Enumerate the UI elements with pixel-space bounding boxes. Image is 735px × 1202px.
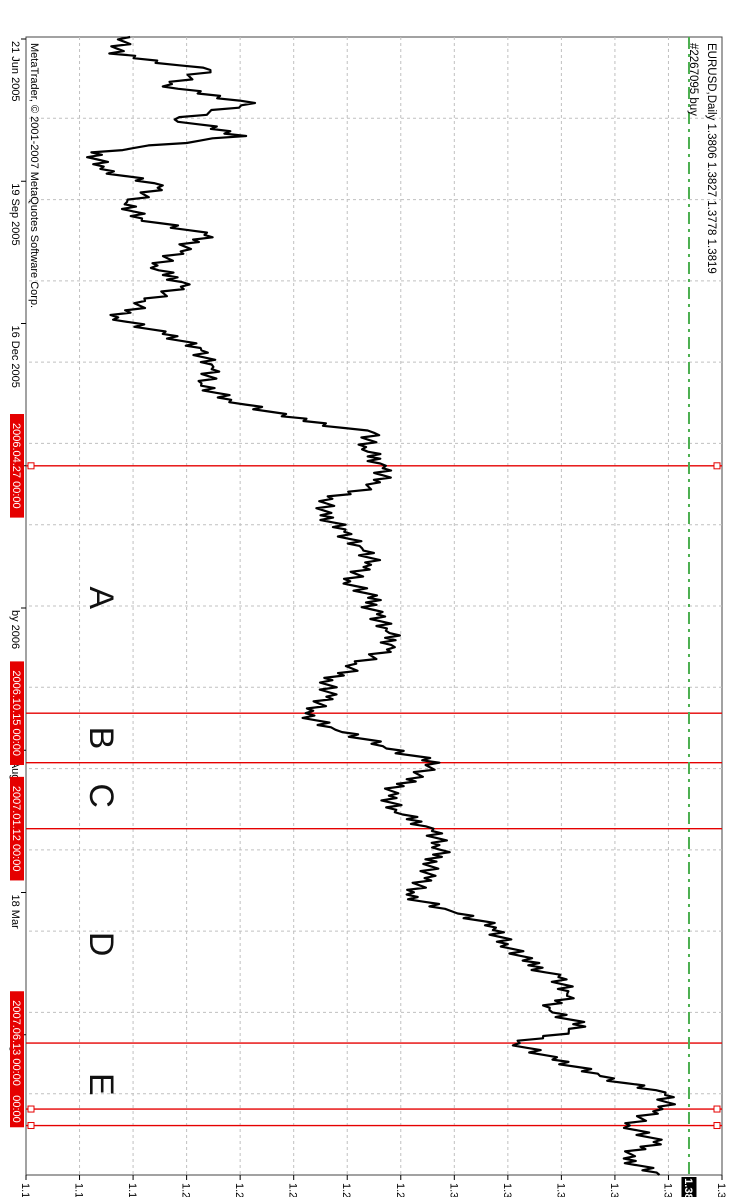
price-tick-label: 1.3210: [501, 1183, 513, 1197]
marker-label: 2007.06.13 00:00: [10, 1000, 22, 1086]
order-label: #2267095 buy: [687, 43, 699, 116]
date-tick-label: by 2006: [9, 610, 21, 649]
marker-handle-bottom: [27, 462, 35, 470]
marker-handle-bottom: [27, 1122, 35, 1130]
grid-lines: [26, 37, 722, 1175]
marker-handle-top: [713, 1122, 721, 1130]
current-price-tag-bg: [681, 1177, 697, 1202]
price-tick-label: 1.2850: [394, 1183, 406, 1197]
marker-label-bg: [10, 991, 24, 1095]
price-tick-label: 1.3930: [715, 1183, 727, 1197]
marker-label: 00:00: [10, 1095, 22, 1123]
marker-handle-top: [713, 462, 721, 470]
marker-handle-bottom: [27, 1105, 35, 1113]
marker-label-bg: [10, 661, 24, 766]
price-tick-label: 1.2490: [287, 1183, 299, 1197]
zone-label: E: [82, 1073, 120, 1096]
date-tick-label: 16 Dec 2005: [9, 326, 21, 388]
chart-header: EURUSD,Daily 1.3806 1.3827 1.3778 1.3819: [705, 43, 717, 274]
marker-label: 2006.04.27 00:00: [10, 423, 22, 509]
marker-label-bg: [10, 414, 24, 518]
marker-label-bg: [10, 1090, 24, 1128]
price-tick-label: 1.1950: [126, 1183, 138, 1197]
price-tick-label: 1.3390: [554, 1183, 566, 1197]
current-price-label: 1.3819: [682, 1178, 694, 1197]
date-tick-label: 18 Mar: [9, 895, 21, 930]
date-tick-label: 21 Jun 2005: [9, 41, 21, 102]
marker-label: 2006.10.15 00:00: [10, 670, 22, 756]
marker-label: 2007.01.12 00:00: [10, 786, 22, 872]
date-tick-label: 19 Sep 2005: [9, 183, 21, 245]
price-tick-label: 1.1590: [19, 1183, 31, 1197]
price-tick-label: 1.2670: [340, 1183, 352, 1197]
zone-label: D: [82, 932, 120, 957]
zone-label: A: [82, 586, 120, 609]
marker-handle-top: [713, 1105, 721, 1113]
marker-label-bg: [10, 776, 24, 881]
price-tick-label: 1.2310: [233, 1183, 245, 1197]
price-tick-label: 1.3570: [608, 1183, 620, 1197]
vertical-markers: 2006.04.27 00:00 2006.10.15 00:00 2007.01.…: [10, 414, 722, 1130]
zone-label: C: [82, 783, 120, 808]
zone-label: B: [82, 727, 120, 750]
copyright-text: MetaTrader, © 2001-2007 MetaQuotes Softw…: [28, 43, 40, 308]
price-series-line: [86, 35, 676, 1176]
price-tick-label: 1.1770: [73, 1183, 85, 1197]
price-tick-label: 1.3750: [661, 1183, 673, 1197]
price-tick-label: 1.3030: [447, 1183, 459, 1197]
price-tick-label: 1.2130: [180, 1183, 192, 1197]
current-price-tag: 1.3819: [681, 1177, 697, 1202]
zone-labels: A B C D E: [82, 586, 120, 1095]
